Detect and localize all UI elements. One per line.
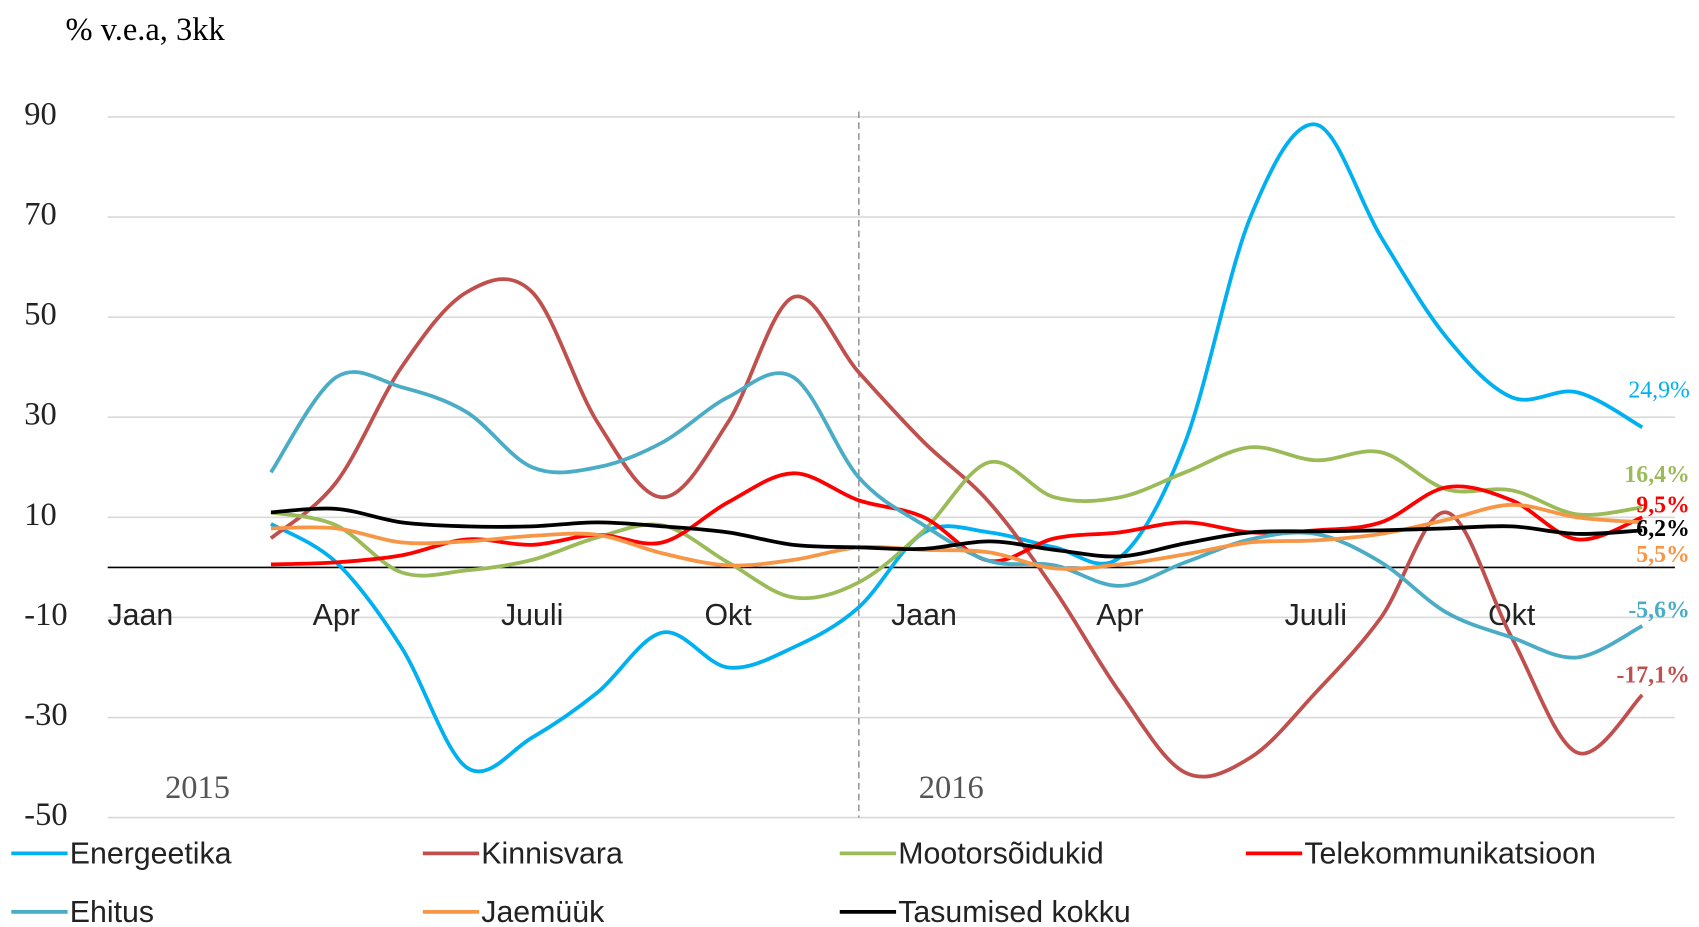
y-tick-label: 50 — [24, 297, 56, 333]
legend-label: Tasumised kokku — [898, 896, 1131, 927]
legend-label: Kinnisvara — [481, 838, 623, 871]
end-label: 24,9% — [1628, 377, 1690, 403]
y-tick-label: -10 — [24, 597, 67, 633]
y-tick-label: 10 — [24, 497, 56, 533]
series-line — [269, 122, 1644, 774]
y-tick-label: -50 — [24, 797, 67, 833]
y-tick-label: 70 — [24, 197, 56, 233]
y-tick-label: 30 — [24, 397, 56, 433]
y-tick-label: -30 — [24, 697, 67, 733]
series-line — [270, 445, 1643, 601]
y-tick-label: 90 — [24, 96, 56, 132]
legend-label: Jaemüük — [481, 896, 605, 927]
x-tick-label: Apr — [313, 599, 360, 632]
year-label: 2015 — [165, 770, 230, 806]
end-label: 5,5% — [1636, 542, 1690, 568]
series-line — [270, 506, 1643, 559]
end-label: 9,5% — [1636, 492, 1690, 518]
series-line — [270, 471, 1643, 567]
x-tick-label: Jaan — [107, 599, 173, 632]
end-label: 16,4% — [1624, 462, 1689, 488]
legend-label: Telekommunikatsioon — [1304, 838, 1595, 871]
series-line — [270, 502, 1643, 571]
x-tick-label: Juuli — [501, 599, 563, 632]
x-tick-label: Juuli — [1285, 599, 1347, 632]
end-label: -5,6% — [1628, 597, 1690, 623]
x-tick-label: Apr — [1096, 599, 1143, 632]
year-label: 2016 — [919, 770, 984, 806]
x-tick-label: Okt — [704, 599, 752, 632]
legend-label: Energeetika — [70, 838, 232, 871]
series-line — [269, 370, 1644, 660]
x-tick-label: Jaan — [891, 599, 957, 632]
end-label: -17,1% — [1616, 662, 1689, 688]
series-line — [269, 277, 1644, 779]
end-label: 6,2% — [1636, 516, 1690, 542]
y-axis-label: % v.e.a, 3kk — [65, 12, 225, 48]
legend-label: Mootorsõidukid — [898, 838, 1104, 871]
legend-label: Ehitus — [70, 896, 154, 927]
